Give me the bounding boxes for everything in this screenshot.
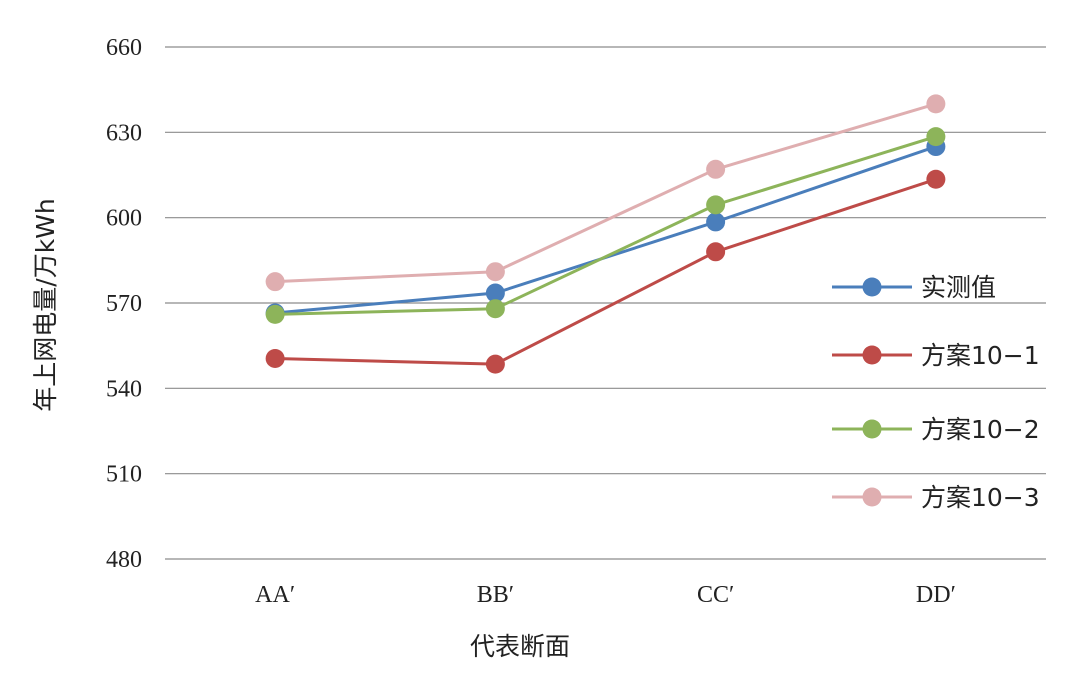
data-point [485, 299, 505, 319]
legend-marker [862, 345, 882, 365]
data-point [485, 354, 505, 374]
data-point [706, 159, 726, 179]
y-tick-label: 510 [106, 462, 142, 488]
series-4 [265, 94, 946, 292]
legend-item: 方案10−1 [832, 341, 1040, 370]
y-tick-label: 540 [106, 376, 142, 402]
series-line [275, 135, 937, 316]
data-point [265, 272, 285, 292]
legend-item: 实测值 [832, 273, 996, 302]
y-tick-label: 660 [106, 35, 142, 61]
x-axis-title: 代表断面 [470, 632, 570, 661]
data-point [926, 169, 946, 189]
legend-label: 方案10−1 [921, 341, 1040, 370]
series-line [275, 177, 937, 366]
legend-label: 实测值 [921, 273, 996, 302]
series-3 [265, 127, 946, 324]
series-lines [265, 94, 946, 374]
x-tick-label: CC′ [697, 582, 734, 608]
y-axis-ticks: 660 630 600 570 540 510 480 [106, 35, 142, 573]
data-point [926, 94, 946, 114]
data-point [265, 304, 285, 324]
x-axis-ticks: AA′ BB′ CC′ DD′ [255, 582, 956, 608]
legend-marker [862, 419, 882, 439]
data-point [926, 127, 946, 147]
legend-marker [862, 277, 882, 297]
data-point [706, 242, 726, 262]
x-tick-label: AA′ [255, 582, 295, 608]
y-axis-title: 年上网电量/万kWh [31, 198, 60, 411]
legend-label: 方案10−3 [921, 483, 1040, 512]
y-tick-label: 570 [106, 291, 142, 317]
gridlines [165, 46, 1046, 560]
legend-marker [862, 487, 882, 507]
data-point [485, 262, 505, 282]
y-tick-label: 630 [106, 120, 142, 146]
data-point [485, 283, 505, 303]
series-line [275, 102, 937, 284]
x-tick-label: BB′ [477, 582, 514, 608]
data-point [265, 348, 285, 368]
y-tick-label: 480 [106, 547, 142, 573]
series-2 [265, 169, 946, 374]
legend-item: 方案10−3 [832, 483, 1040, 512]
x-tick-label: DD′ [916, 582, 956, 608]
data-point [706, 212, 726, 232]
legend-label: 方案10−2 [921, 415, 1040, 444]
legend-item: 方案10−2 [832, 415, 1040, 444]
data-point [706, 195, 726, 215]
y-tick-label: 600 [106, 206, 142, 232]
